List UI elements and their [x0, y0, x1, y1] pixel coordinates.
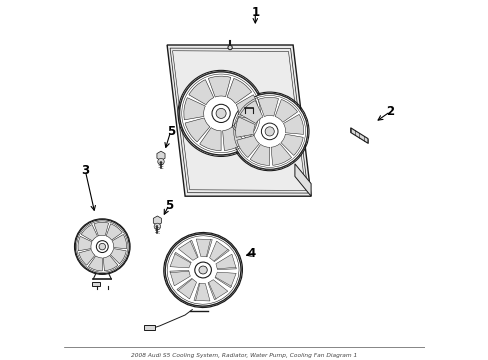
Polygon shape: [167, 45, 310, 196]
Polygon shape: [177, 278, 196, 299]
Wedge shape: [79, 249, 95, 265]
Bar: [92, 282, 100, 286]
Polygon shape: [170, 252, 191, 268]
Wedge shape: [88, 256, 102, 271]
Wedge shape: [240, 100, 263, 123]
Polygon shape: [216, 254, 236, 270]
Polygon shape: [207, 280, 227, 300]
Wedge shape: [185, 118, 209, 142]
Ellipse shape: [194, 262, 211, 278]
Wedge shape: [106, 224, 122, 240]
Polygon shape: [196, 239, 212, 257]
Wedge shape: [112, 234, 126, 249]
Circle shape: [261, 123, 278, 140]
Circle shape: [227, 45, 232, 50]
Wedge shape: [199, 128, 221, 150]
Wedge shape: [235, 117, 255, 137]
Circle shape: [212, 104, 230, 122]
Polygon shape: [209, 241, 229, 262]
Wedge shape: [283, 114, 303, 134]
Polygon shape: [350, 128, 367, 143]
Circle shape: [264, 127, 274, 136]
Wedge shape: [94, 222, 108, 236]
Circle shape: [216, 108, 225, 118]
Circle shape: [99, 243, 105, 250]
Text: 4: 4: [247, 247, 255, 260]
Wedge shape: [236, 95, 258, 117]
Ellipse shape: [199, 266, 207, 274]
Wedge shape: [280, 134, 303, 156]
Wedge shape: [236, 135, 259, 157]
Wedge shape: [226, 78, 251, 103]
Wedge shape: [258, 98, 278, 117]
Wedge shape: [222, 127, 244, 150]
Wedge shape: [183, 98, 205, 120]
Polygon shape: [169, 270, 190, 286]
Wedge shape: [188, 80, 213, 105]
Wedge shape: [233, 116, 257, 140]
Circle shape: [96, 240, 108, 253]
Wedge shape: [208, 76, 230, 97]
Polygon shape: [294, 164, 310, 196]
Wedge shape: [250, 144, 269, 166]
Circle shape: [179, 72, 262, 155]
Polygon shape: [178, 240, 198, 260]
Ellipse shape: [165, 234, 241, 306]
Text: 5: 5: [164, 199, 173, 212]
Circle shape: [154, 223, 160, 230]
Text: 2008 Audi S5 Cooling System, Radiator, Water Pump, Cooling Fan Diagram 1: 2008 Audi S5 Cooling System, Radiator, W…: [131, 353, 357, 358]
Wedge shape: [270, 144, 291, 165]
Text: 3: 3: [81, 165, 89, 177]
Wedge shape: [81, 225, 97, 241]
Wedge shape: [103, 255, 118, 271]
Bar: [143, 325, 154, 330]
Text: 2: 2: [386, 105, 393, 118]
Wedge shape: [78, 236, 92, 251]
Polygon shape: [215, 272, 236, 288]
Circle shape: [158, 158, 164, 165]
Text: 1: 1: [251, 6, 259, 19]
Wedge shape: [275, 99, 297, 122]
Wedge shape: [110, 248, 126, 264]
Polygon shape: [194, 283, 209, 301]
Text: 5: 5: [166, 125, 175, 138]
Circle shape: [231, 94, 307, 169]
Circle shape: [75, 220, 129, 274]
